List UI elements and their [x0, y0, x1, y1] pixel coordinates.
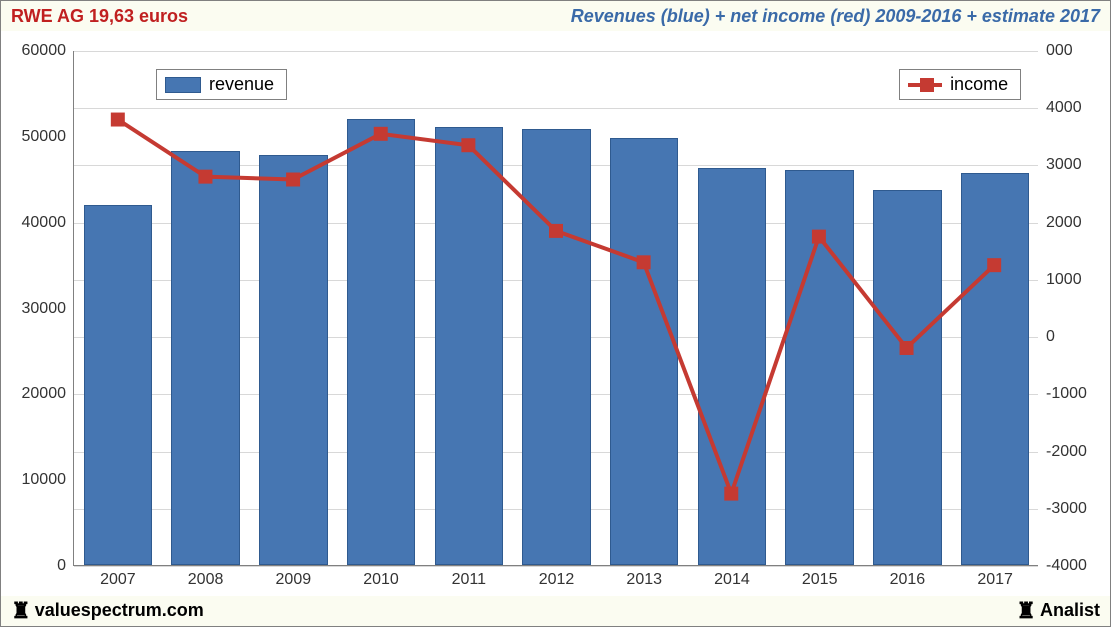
income-marker — [374, 127, 388, 141]
income-line-layer — [74, 51, 1038, 565]
income-marker — [900, 341, 914, 355]
x-axis-label: 2009 — [276, 571, 312, 589]
income-marker — [198, 170, 212, 184]
x-axis-label: 2015 — [802, 571, 838, 589]
income-marker — [549, 224, 563, 238]
y-axis-left-label: 10000 — [6, 471, 66, 489]
y-axis-left-label: 0 — [6, 557, 66, 575]
rook-icon: ♜ — [1016, 600, 1036, 622]
x-axis-label: 2011 — [452, 571, 486, 589]
x-axis-label: 2016 — [890, 571, 926, 589]
y-axis-right-label: -3000 — [1046, 500, 1106, 518]
x-axis-label: 2008 — [188, 571, 224, 589]
income-marker — [111, 113, 125, 127]
y-axis-left-label: 60000 — [6, 42, 66, 60]
income-marker — [461, 138, 475, 152]
x-axis-label: 2007 — [100, 571, 136, 589]
gridline — [74, 566, 1038, 567]
y-axis-right-label: 2000 — [1046, 214, 1106, 232]
rook-icon: ♜ — [11, 600, 31, 622]
y-axis-right-label: -1000 — [1046, 385, 1106, 403]
y-axis-left-label: 20000 — [6, 385, 66, 403]
y-axis-right-label: 000 — [1046, 42, 1106, 60]
footer-left-text: valuespectrum.com — [35, 600, 204, 620]
legend-swatch-line-icon — [908, 75, 942, 95]
chart-header: RWE AG 19,63 euros Revenues (blue) + net… — [1, 1, 1110, 31]
x-axis-label: 2017 — [977, 571, 1013, 589]
legend-swatch-bar-icon — [165, 77, 201, 93]
y-axis-right-label: 4000 — [1046, 99, 1106, 117]
income-marker — [812, 230, 826, 244]
chart-container: RWE AG 19,63 euros Revenues (blue) + net… — [0, 0, 1111, 627]
income-marker — [987, 258, 1001, 272]
plot-area: 0100002000030000400005000060000-4000-300… — [73, 51, 1038, 566]
legend-income: income — [899, 69, 1021, 100]
footer-right: ♜Analist — [1016, 600, 1100, 622]
footer-left: ♜valuespectrum.com — [11, 600, 204, 622]
y-axis-left-label: 30000 — [6, 300, 66, 318]
legend-revenue: revenue — [156, 69, 287, 100]
x-axis-label: 2010 — [363, 571, 399, 589]
income-marker — [286, 173, 300, 187]
y-axis-right-label: 1000 — [1046, 271, 1106, 289]
legend-label: income — [950, 74, 1008, 95]
income-marker — [724, 487, 738, 501]
chart-footer: ♜valuespectrum.com ♜Analist — [1, 596, 1110, 626]
y-axis-left-label: 50000 — [6, 128, 66, 146]
title-right: Revenues (blue) + net income (red) 2009-… — [571, 6, 1100, 27]
income-marker — [637, 255, 651, 269]
y-axis-right-label: 3000 — [1046, 156, 1106, 174]
legend-label: revenue — [209, 74, 274, 95]
x-axis-label: 2014 — [714, 571, 750, 589]
title-left: RWE AG 19,63 euros — [11, 6, 188, 27]
y-axis-right-label: -4000 — [1046, 557, 1106, 575]
footer-right-text: Analist — [1040, 600, 1100, 620]
y-axis-left-label: 40000 — [6, 214, 66, 232]
y-axis-right-label: -2000 — [1046, 443, 1106, 461]
plot-outer: 0100002000030000400005000060000-4000-300… — [1, 31, 1110, 596]
y-axis-right-label: 0 — [1046, 328, 1106, 346]
x-axis-label: 2013 — [626, 571, 662, 589]
x-axis-label: 2012 — [539, 571, 575, 589]
income-line — [118, 120, 994, 494]
